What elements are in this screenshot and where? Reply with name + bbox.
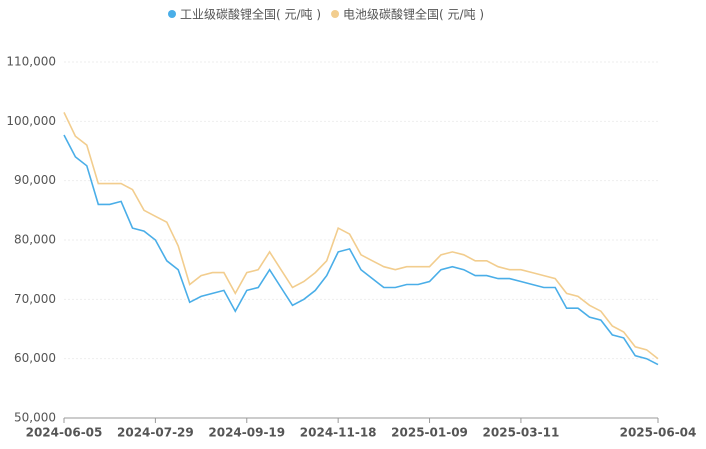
- legend-marker: [331, 10, 340, 18]
- x-tick-label: 2024-06-05: [26, 426, 103, 440]
- y-tick-label: 50,000: [14, 411, 56, 425]
- x-tick-label: 2025-06-04: [620, 426, 697, 440]
- y-tick-label: 110,000: [6, 55, 56, 69]
- y-tick-label: 80,000: [14, 233, 56, 247]
- x-tick-label: 2025-01-09: [391, 426, 468, 440]
- x-tick-label: 2025-03-11: [483, 426, 560, 440]
- legend-label: 工业级碳酸锂全国( 元/吨 ): [180, 7, 321, 22]
- series-line: [63, 134, 659, 366]
- x-tick-label: 2024-11-18: [300, 426, 377, 440]
- y-tick-label: 90,000: [14, 173, 56, 187]
- y-tick-label: 100,000: [6, 114, 56, 128]
- legend-label: 电池级碳酸锂全国( 元/吨 ): [343, 7, 484, 22]
- y-tick-label: 60,000: [14, 351, 56, 365]
- x-tick-label: 2024-07-29: [117, 426, 194, 440]
- x-tick-label: 2024-09-19: [208, 426, 285, 440]
- legend-marker: [168, 10, 176, 18]
- series-line: [63, 112, 659, 360]
- y-tick-label: 70,000: [14, 292, 56, 306]
